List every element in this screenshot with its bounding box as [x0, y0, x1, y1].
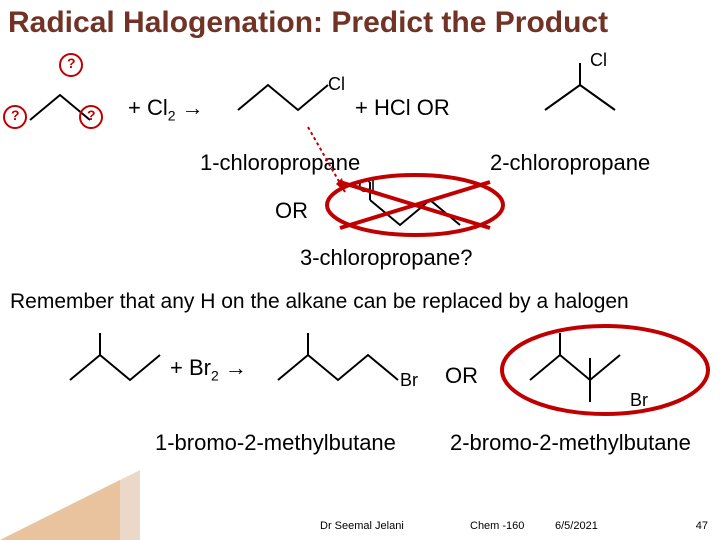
br2-sub: 2: [211, 367, 219, 383]
footer-page: 47: [696, 520, 708, 532]
or-text-2: OR: [445, 363, 478, 389]
plus-cl2-text: + Cl: [128, 95, 168, 120]
footer-course: Chem -160: [470, 520, 524, 532]
one-bromo-structure: [268, 330, 418, 400]
plus-hcl-or: + HCl OR: [355, 95, 450, 121]
plus-br2: + Br2 →: [170, 355, 247, 383]
page-title: Radical Halogenation: Predict the Produc…: [8, 6, 608, 40]
arrow2: →: [219, 355, 247, 380]
label-3chloropropane: 3-chloropropane?: [300, 245, 472, 271]
or-text-1: OR: [275, 198, 308, 224]
red-cross-oval: [320, 170, 510, 240]
label-2chloropropane: 2-chloropropane: [490, 150, 650, 176]
cl2-sub: 2: [168, 107, 176, 123]
label-2bromo: 2-bromo-2-methylbutane: [450, 430, 691, 456]
remember-text: Remember that any H on the alkane can be…: [10, 290, 629, 314]
corner-decor-front: [0, 480, 120, 540]
q-mark: ?: [11, 107, 20, 123]
label-1bromo: 1-bromo-2-methylbutane: [155, 430, 396, 456]
cl-label-1cp: Cl: [328, 74, 345, 95]
plus-br2-text: + Br: [170, 355, 211, 380]
footer-author: Dr Seemal Jelani: [320, 520, 404, 532]
footer-date: 6/5/2021: [555, 520, 598, 532]
isopentane-structure: [60, 330, 180, 400]
arrow1: →: [176, 95, 204, 120]
q-mark: ?: [67, 55, 76, 71]
red-oval-2bromo: [498, 320, 713, 420]
cl-label-2cp: Cl: [590, 50, 607, 71]
br-label-1: Br: [400, 370, 418, 391]
plus-cl2: + Cl2 →: [128, 95, 204, 123]
two-chloropropane-structure: [530, 55, 640, 125]
q-mark: ?: [87, 107, 96, 123]
